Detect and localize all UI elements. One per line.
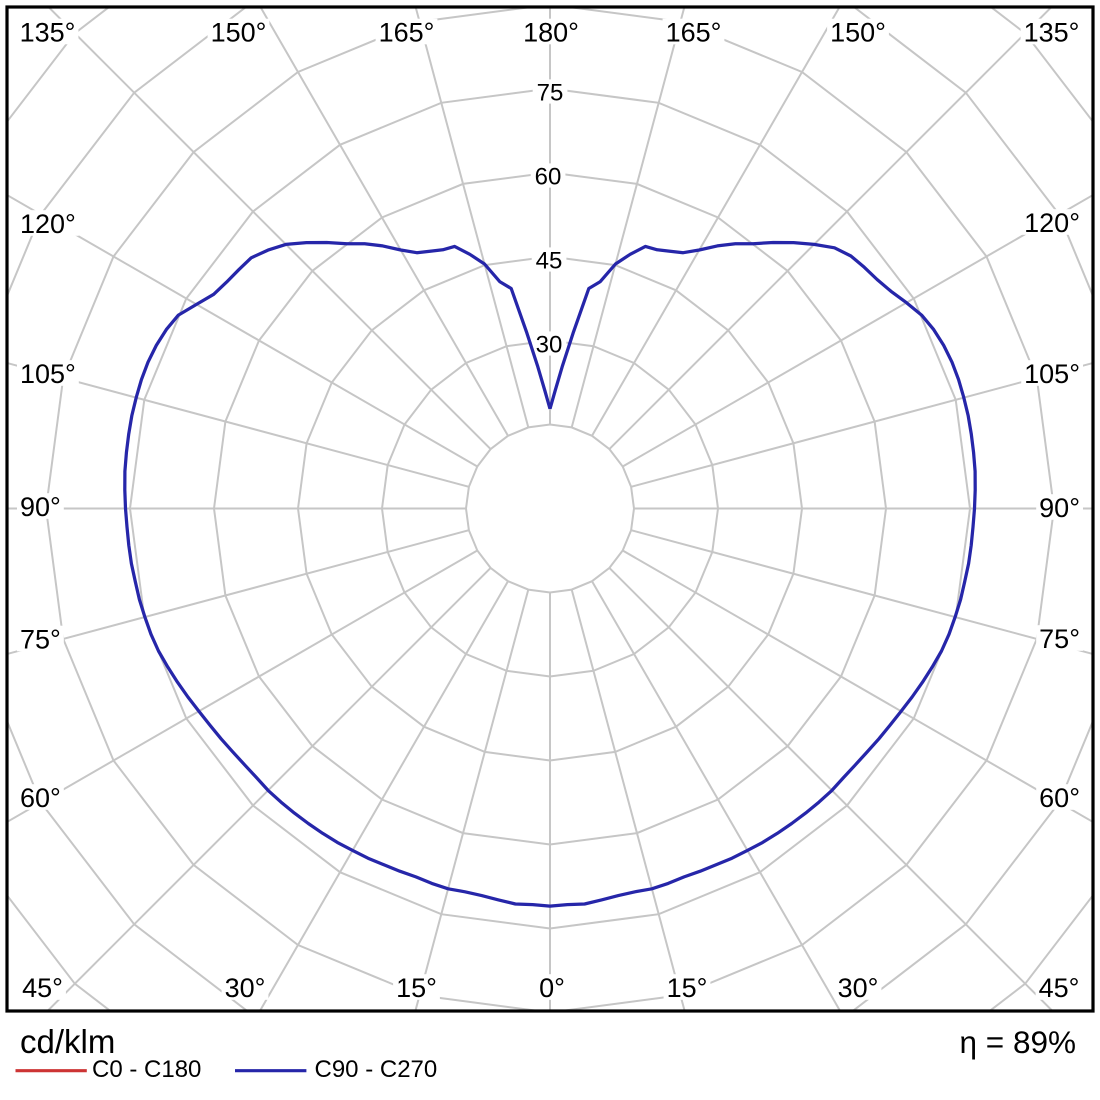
svg-text:30°: 30°	[225, 973, 266, 1003]
svg-text:0°: 0°	[539, 973, 565, 1003]
svg-text:105°: 105°	[20, 359, 76, 389]
svg-text:C90 - C270: C90 - C270	[315, 1056, 438, 1083]
svg-text:90°: 90°	[1039, 493, 1080, 523]
svg-text:135°: 135°	[1024, 17, 1080, 47]
svg-text:75°: 75°	[20, 624, 61, 654]
svg-text:180°: 180°	[523, 17, 579, 47]
svg-text:C0 - C180: C0 - C180	[92, 1056, 201, 1083]
svg-text:60°: 60°	[20, 783, 61, 813]
svg-text:45°: 45°	[22, 973, 63, 1003]
svg-text:105°: 105°	[1024, 359, 1080, 389]
svg-text:150°: 150°	[830, 17, 886, 47]
svg-text:75: 75	[537, 79, 564, 106]
svg-text:165°: 165°	[379, 17, 435, 47]
svg-text:120°: 120°	[20, 209, 76, 239]
svg-text:30°: 30°	[838, 973, 879, 1003]
svg-text:90°: 90°	[20, 492, 61, 522]
svg-text:45: 45	[536, 247, 563, 274]
svg-text:30: 30	[536, 331, 563, 358]
svg-text:60: 60	[535, 163, 562, 190]
svg-text:135°: 135°	[20, 17, 76, 47]
svg-text:cd/klm: cd/klm	[20, 1023, 115, 1060]
svg-text:60°: 60°	[1039, 783, 1080, 813]
svg-text:15°: 15°	[667, 973, 708, 1003]
svg-text:15°: 15°	[396, 973, 437, 1003]
svg-text:45°: 45°	[1039, 973, 1080, 1003]
svg-text:165°: 165°	[666, 17, 722, 47]
svg-text:η = 89%: η = 89%	[960, 1024, 1076, 1060]
svg-text:120°: 120°	[1024, 208, 1080, 238]
svg-text:75°: 75°	[1039, 624, 1080, 654]
svg-text:150°: 150°	[211, 17, 267, 47]
